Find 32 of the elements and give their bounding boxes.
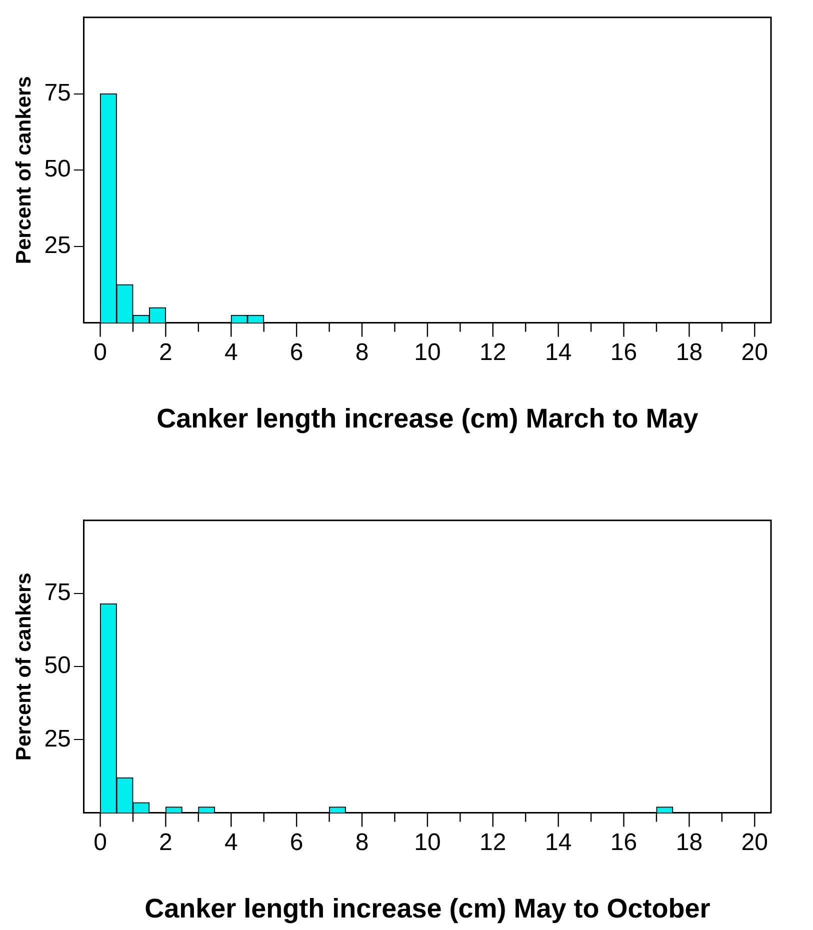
x-tick-label: 8 — [355, 828, 369, 856]
x-tick-label: 8 — [355, 338, 369, 366]
x-tick-label: 14 — [544, 338, 572, 366]
x-axis-title: Canker length increase (cm) May to October — [144, 893, 711, 924]
x-axis-title: Canker length increase (cm) March to May — [156, 403, 698, 434]
x-tick-label: 18 — [676, 828, 703, 856]
y-axis-title: Percent of cankers — [12, 572, 36, 761]
x-tick-label: 4 — [224, 828, 238, 856]
x-tick-label: 2 — [159, 828, 172, 856]
x-tick-label: 6 — [290, 338, 304, 366]
y-tick-label: 50 — [44, 652, 71, 680]
y-tick-label: 75 — [44, 79, 71, 106]
x-tick-label: 20 — [741, 828, 768, 856]
x-tick-label: 12 — [480, 828, 506, 856]
x-tick-label: 16 — [610, 338, 638, 366]
y-tick-label: 25 — [44, 232, 71, 260]
x-tick-label: 20 — [741, 338, 768, 366]
x-tick-label: 4 — [224, 338, 238, 366]
y-tick-label: 75 — [44, 579, 71, 606]
x-tick-label: 10 — [414, 338, 441, 366]
x-tick-label: 0 — [94, 338, 107, 366]
x-tick-label: 6 — [290, 828, 304, 856]
x-tick-label: 10 — [414, 828, 441, 856]
y-tick-label: 50 — [44, 156, 71, 183]
y-tick-label: 25 — [44, 725, 71, 752]
x-tick-label: 16 — [610, 828, 638, 856]
x-tick-label: 2 — [159, 338, 172, 366]
x-tick-label: 12 — [480, 338, 506, 366]
x-tick-label: 0 — [94, 828, 107, 856]
x-tick-label: 14 — [544, 828, 572, 856]
x-tick-label: 18 — [676, 338, 703, 366]
y-axis-title: Percent of cankers — [12, 76, 36, 264]
